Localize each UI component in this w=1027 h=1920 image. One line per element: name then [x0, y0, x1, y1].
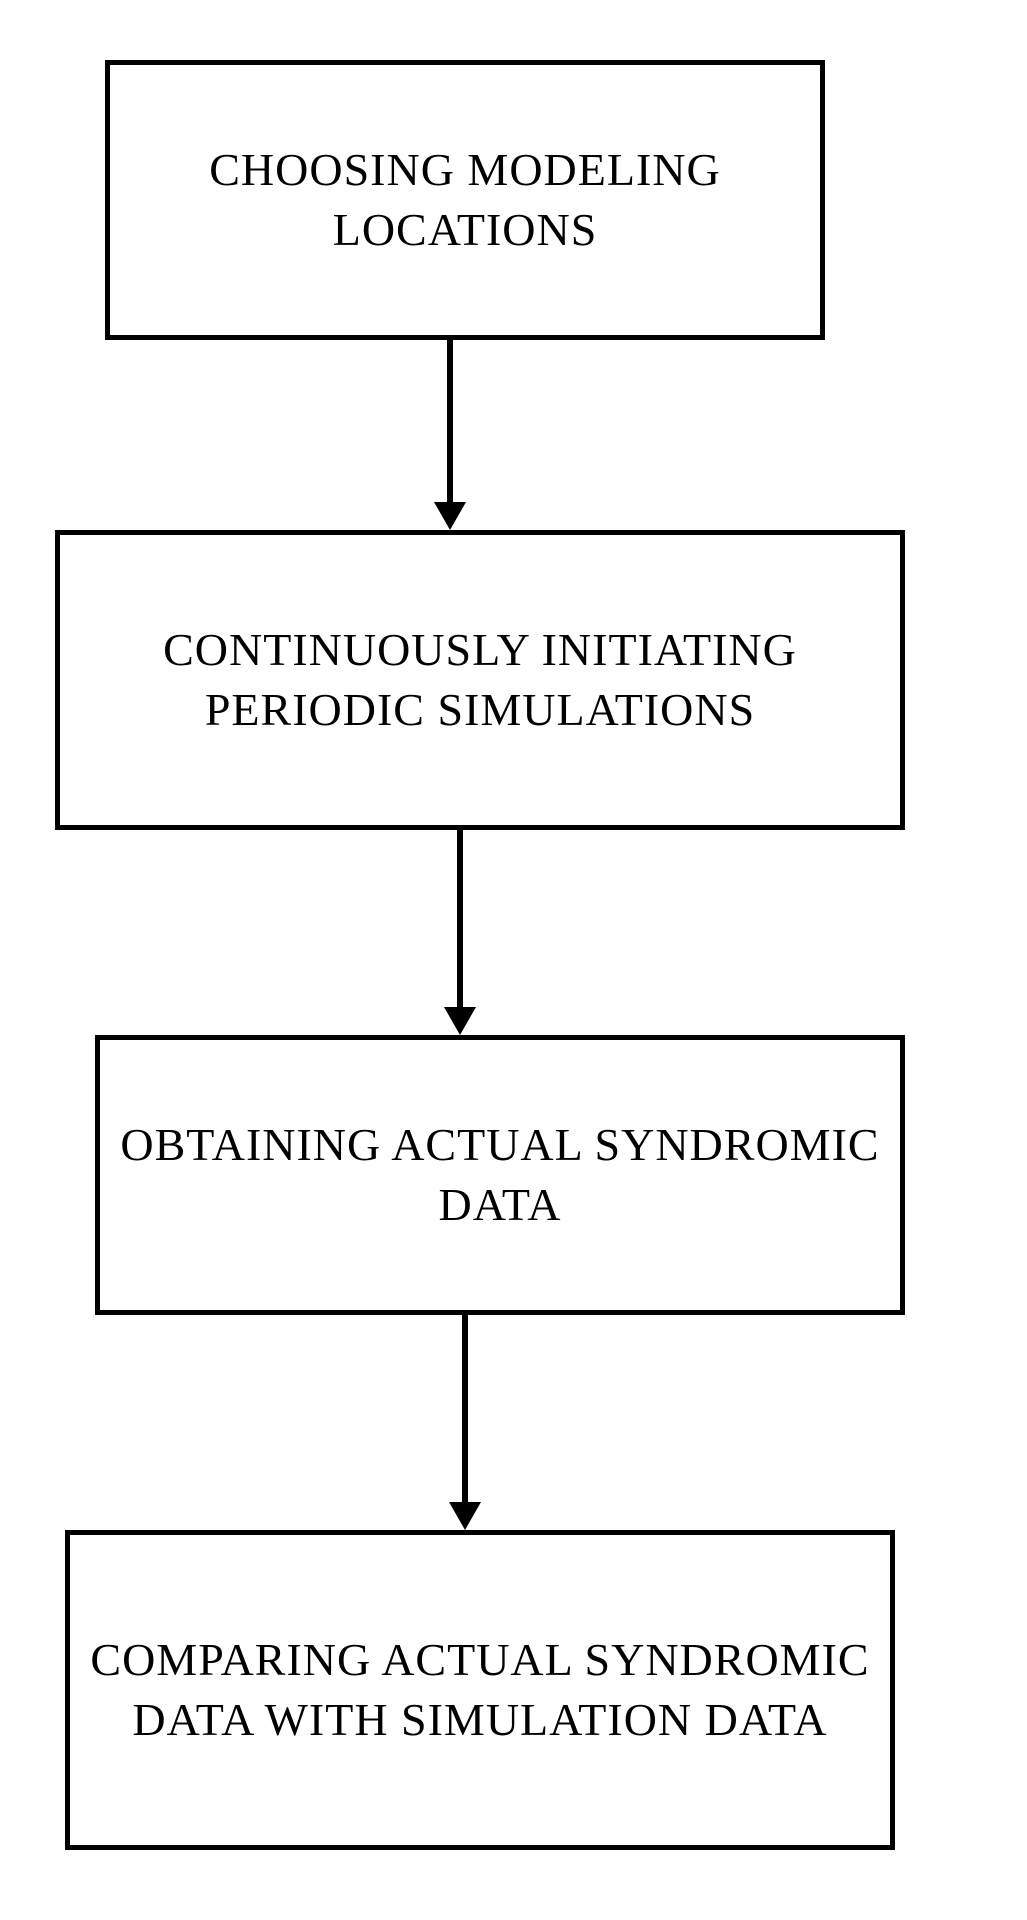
flow-box-2-label: CONTINUOUSLY INITIATING PERIODIC SIMULAT…	[80, 620, 880, 740]
arrow-2-line	[457, 830, 463, 1010]
arrow-1-line	[447, 340, 453, 505]
flow-box-3-label: OBTAINING ACTUAL SYNDROMIC DATA	[120, 1115, 880, 1235]
flow-box-4: COMPARING ACTUAL SYNDROMIC DATA WITH SIM…	[65, 1530, 895, 1850]
flow-box-1: CHOOSING MODELING LOCATIONS	[105, 60, 825, 340]
flow-box-3: OBTAINING ACTUAL SYNDROMIC DATA	[95, 1035, 905, 1315]
arrow-3-head	[449, 1502, 481, 1530]
arrow-1-head	[434, 502, 466, 530]
flow-box-4-label: COMPARING ACTUAL SYNDROMIC DATA WITH SIM…	[90, 1630, 870, 1750]
arrow-2-head	[444, 1007, 476, 1035]
flow-box-2: CONTINUOUSLY INITIATING PERIODIC SIMULAT…	[55, 530, 905, 830]
flow-box-1-label: CHOOSING MODELING LOCATIONS	[130, 140, 800, 260]
arrow-3-line	[462, 1315, 468, 1505]
flowchart-container: CHOOSING MODELING LOCATIONS CONTINUOUSLY…	[0, 0, 1027, 1920]
